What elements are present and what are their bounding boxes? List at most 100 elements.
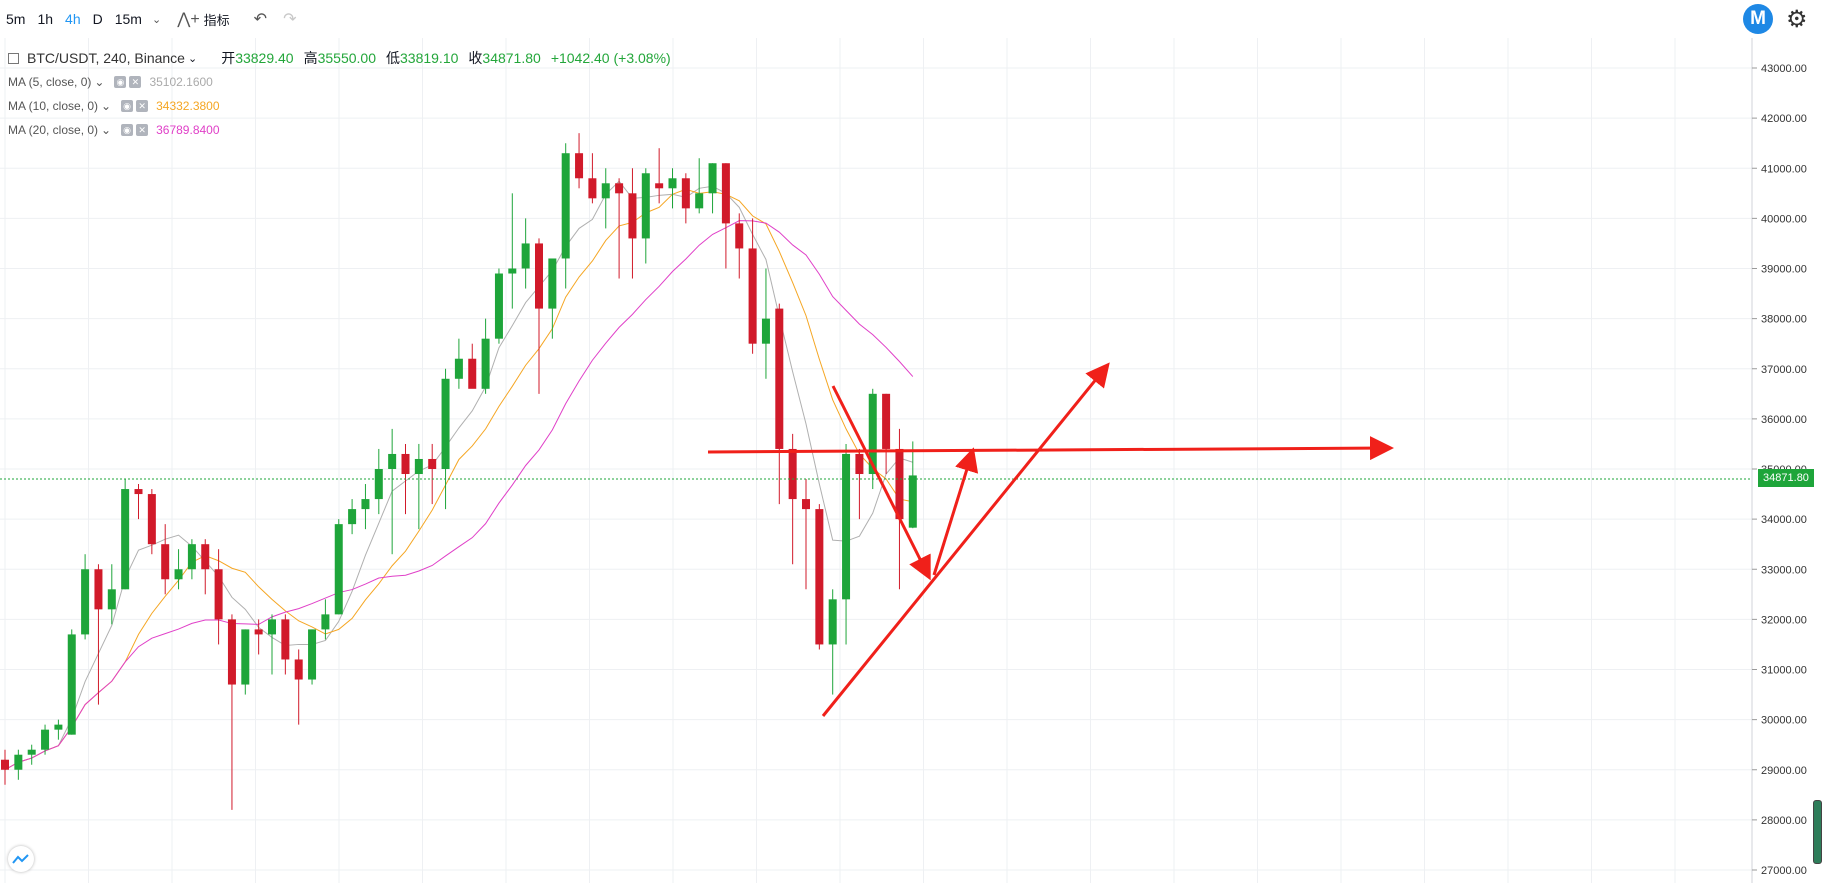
ma-label[interactable]: MA (20, close, 0) (8, 123, 99, 137)
close-label: 收 (468, 50, 483, 66)
candle-body (681, 178, 690, 209)
candle-body (348, 509, 357, 525)
close-icon[interactable]: ✕ (136, 124, 149, 136)
collapse-icon[interactable] (8, 52, 19, 64)
ma-value: 34332.3800 (156, 99, 220, 113)
redo-icon[interactable]: ↷ (283, 11, 297, 28)
candle-body (14, 754, 23, 770)
candle-body (494, 273, 503, 339)
timeframe-4h[interactable]: 4h (65, 11, 81, 27)
candle-body (134, 489, 143, 495)
annotation-arrow (831, 385, 931, 581)
price-tick-label: 29000.00 (1761, 765, 1807, 777)
candle-body (615, 183, 624, 194)
chevron-down-icon[interactable]: ⌄ (187, 52, 198, 65)
candle-body (454, 358, 463, 379)
candle-body (908, 475, 917, 528)
current-price-tag: 34871.80 (1758, 469, 1814, 487)
low-label: 低 (386, 50, 400, 66)
candle-body (561, 153, 570, 259)
ma10-legend: MA (10, close, 0) ⌄ ◉ ✕ 34332.3800 (8, 96, 220, 116)
timeframe-5m[interactable]: 5m (6, 11, 26, 27)
timeframe-1h[interactable]: 1h (37, 11, 54, 27)
candle-body (628, 193, 637, 239)
moving-average-lines (4, 180, 914, 771)
chevron-down-icon[interactable]: ⌄ (101, 99, 112, 113)
app-logo[interactable]: M (1743, 4, 1773, 34)
open-label: 开 (221, 50, 236, 66)
price-chart[interactable]: 27000.00 28000.00 29000.00 30000.00 31000.00… (0, 38, 1822, 883)
indicators-button[interactable]: 指标 (203, 12, 230, 28)
ma-label[interactable]: MA (5, close, 0) (8, 75, 92, 89)
candle-body (281, 619, 290, 660)
candle-body (601, 183, 610, 199)
candle-body (321, 614, 330, 630)
ohlc-legend: BTC/USDT, 240, Binance ⌄ 开 33829.40 高 3555… (8, 46, 671, 70)
price-tick-label: 27000.00 (1761, 865, 1807, 877)
candle-body (214, 569, 223, 620)
price-tick-label: 34000.00 (1761, 514, 1807, 526)
low-value: 33819.10 (400, 50, 459, 66)
candle-body (107, 589, 116, 610)
candle-body (761, 318, 770, 344)
eye-icon[interactable]: ◉ (121, 124, 134, 136)
tradingview-logo-icon[interactable] (8, 846, 34, 872)
candle-body (655, 183, 664, 189)
eye-icon[interactable]: ◉ (121, 100, 134, 112)
eye-icon[interactable]: ◉ (114, 76, 127, 88)
close-icon[interactable]: ✕ (129, 76, 142, 88)
high-label: 高 (303, 50, 318, 66)
price-tick-label: 41000.00 (1761, 163, 1807, 175)
candle-body (227, 619, 236, 685)
open-value: 33829.40 (235, 50, 294, 66)
candle-body (748, 248, 757, 344)
chevron-down-icon[interactable]: ⌄ (101, 123, 112, 137)
candle-body (268, 619, 276, 635)
price-axis: 27000.00 28000.00 29000.00 30000.00 31000.00… (1751, 38, 1807, 883)
price-tick-label: 30000.00 (1761, 715, 1807, 727)
candle-body (721, 163, 730, 224)
candle-body (868, 393, 877, 475)
candle-body (815, 509, 824, 645)
price-tick-label: 43000.00 (1761, 63, 1807, 75)
candle-body (802, 499, 810, 510)
candle-body (147, 494, 156, 545)
candle-body (401, 453, 410, 475)
candle-body (294, 659, 303, 680)
chevron-down-icon[interactable]: ⌄ (94, 75, 105, 89)
timeframe-15m[interactable]: 15m (114, 11, 142, 27)
price-tick-label: 36000.00 (1761, 414, 1807, 426)
high-value: 35550.00 (317, 50, 376, 66)
price-tick-label: 28000.00 (1761, 815, 1807, 827)
ma20-legend: MA (20, close, 0) ⌄ ◉ ✕ 36789.8400 (8, 120, 220, 140)
candlesticks (1, 133, 917, 810)
price-tick-label: 33000.00 (1761, 564, 1807, 576)
candle-body (842, 453, 851, 600)
undo-icon[interactable]: ↶ (253, 11, 268, 28)
timeframe-d[interactable]: D (92, 11, 103, 27)
price-tick-label: 37000.00 (1761, 364, 1807, 376)
candle-body (855, 453, 864, 475)
candle-body (81, 569, 90, 635)
candle-body (388, 453, 397, 469)
price-tick-label: 40000.00 (1761, 213, 1807, 225)
chevron-down-icon[interactable]: ⌄ (151, 13, 162, 26)
gear-icon[interactable]: ⚙ (1786, 6, 1808, 33)
price-scale-handle[interactable] (1813, 800, 1822, 864)
price-tick-label: 39000.00 (1761, 264, 1807, 276)
symbol-label[interactable]: BTC/USDT, 240, Binance (27, 50, 185, 66)
candle-body (441, 378, 450, 469)
annotation-arrow (932, 447, 979, 576)
indicators-icon[interactable]: ⋀+ (177, 11, 200, 28)
candle-body (1, 759, 9, 770)
candle-body (588, 178, 597, 199)
annotation-arrow (821, 362, 1110, 717)
candle-body (161, 544, 170, 580)
candle-body (468, 358, 477, 389)
close-icon[interactable]: ✕ (136, 100, 149, 112)
candle-body (788, 448, 797, 500)
ma-label[interactable]: MA (10, close, 0) (8, 99, 99, 113)
candle-body (361, 499, 370, 510)
candle-body (775, 308, 784, 449)
candle-body (481, 338, 490, 389)
